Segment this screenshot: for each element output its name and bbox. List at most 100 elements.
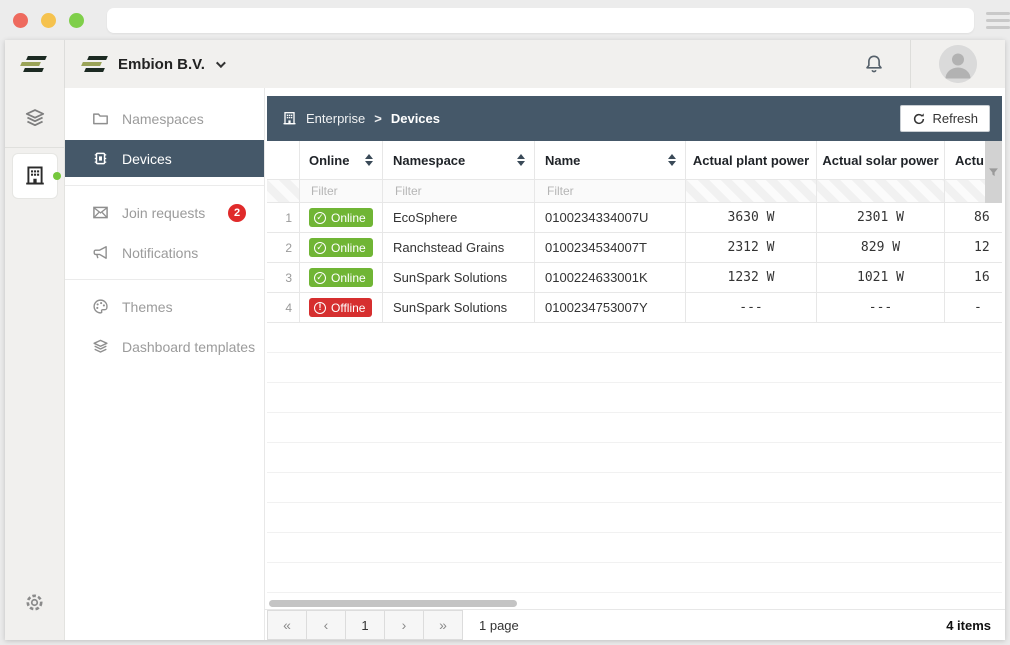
sort-icon[interactable]	[668, 154, 676, 166]
column-label: Namespace	[393, 152, 466, 168]
join-requests-count-badge: 2	[228, 203, 246, 222]
clipped-cell: -	[945, 293, 1002, 323]
scrollbar-thumb[interactable]	[269, 600, 517, 607]
column-filter-toggle[interactable]	[985, 141, 1002, 203]
sidebar-item-dashboard-templates[interactable]: Dashboard templates	[65, 328, 264, 365]
plant-power-cell: ---	[686, 293, 817, 323]
refresh-button[interactable]: Refresh	[900, 105, 990, 132]
sort-icon[interactable]	[517, 154, 525, 166]
column-label: Actual plant power	[692, 152, 810, 168]
table-row[interactable]: 2 Online Ranchstead Grains 0100234534007…	[267, 233, 1002, 263]
table-filter-row	[267, 180, 1002, 203]
namespace-filter-input[interactable]	[393, 184, 534, 198]
sidebar-item-themes[interactable]: Themes	[65, 288, 264, 325]
browser-chrome	[0, 0, 1010, 40]
breadcrumb-enterprise[interactable]: Enterprise	[306, 111, 366, 126]
clipped-cell: 86	[945, 203, 1002, 233]
status-badge: Online	[309, 238, 373, 257]
sort-icon[interactable]	[365, 154, 373, 166]
column-header-online[interactable]: Online	[300, 141, 383, 180]
name-cell: 0100224633001K	[535, 263, 686, 293]
items-count-label: 4 items	[946, 617, 991, 633]
row-number: 3	[267, 263, 300, 293]
status-cell: Online	[300, 203, 383, 233]
user-avatar[interactable]	[939, 45, 977, 83]
status-label: Online	[331, 210, 366, 225]
pagination-bar: « ‹ 1 › » 1 page 4 items	[265, 609, 1005, 640]
browser-menu-icon[interactable]	[986, 11, 1010, 29]
column-label: Online	[309, 152, 350, 168]
exclamation-circle-icon	[314, 301, 326, 314]
building-icon	[25, 166, 44, 185]
status-label: Offline	[331, 300, 366, 315]
column-header-namespace[interactable]: Namespace	[383, 141, 535, 180]
status-label: Online	[331, 270, 366, 285]
bell-icon[interactable]	[864, 54, 884, 74]
row-number: 2	[267, 233, 300, 263]
maximize-window-button[interactable]	[69, 12, 84, 28]
last-page-button[interactable]: »	[423, 610, 463, 640]
sidebar-item-notifications[interactable]: Notifications	[65, 234, 264, 271]
status-badge: Offline	[309, 298, 373, 317]
org-switcher[interactable]: Embion B.V.	[81, 56, 226, 73]
icon-rail	[5, 88, 65, 640]
app-logo-cell[interactable]	[5, 40, 65, 88]
online-filter-input[interactable]	[309, 184, 382, 198]
main-content: Enterprise > Devices Refresh Online	[265, 88, 1005, 640]
column-header-name[interactable]: Name	[535, 141, 686, 180]
sidebar-item-devices[interactable]: Devices	[65, 140, 264, 177]
page-count-label: 1 page	[479, 617, 519, 633]
column-header-solar-power: Actual solar power	[817, 141, 945, 180]
clipped-cell: 16	[945, 263, 1002, 293]
app-header: Embion B.V.	[5, 40, 1005, 88]
megaphone-icon	[92, 244, 109, 261]
refresh-label: Refresh	[932, 111, 978, 126]
layers-icon	[25, 108, 44, 126]
first-page-button[interactable]: «	[267, 610, 307, 640]
breadcrumb: Enterprise > Devices Refresh	[267, 96, 1002, 141]
table-header-row: Online Namespace Name Actual plant power	[267, 141, 1002, 180]
name-filter-input[interactable]	[545, 184, 685, 198]
sidebar-item-label: Devices	[122, 150, 172, 167]
minimize-window-button[interactable]	[41, 12, 56, 28]
prev-page-button[interactable]: ‹	[306, 610, 346, 640]
rail-item-enterprise[interactable]	[12, 154, 61, 198]
sidebar-nav: Namespaces Devices Join requests 2 Notif…	[65, 88, 265, 640]
close-window-button[interactable]	[13, 12, 28, 28]
table-row[interactable]: 4 Offline SunSpark Solutions 01002347530…	[267, 293, 1002, 323]
filter-cell-disabled	[686, 180, 817, 203]
namespace-cell: EcoSphere	[383, 203, 535, 233]
settings-button[interactable]	[24, 592, 45, 618]
empty-rows-area	[267, 323, 1002, 598]
sidebar-item-namespaces[interactable]: Namespaces	[65, 100, 264, 137]
status-cell: Online	[300, 233, 383, 263]
refresh-icon	[914, 112, 925, 124]
next-page-button[interactable]: ›	[384, 610, 424, 640]
sidebar-item-label: Namespaces	[122, 110, 204, 127]
column-label: Actu	[955, 152, 984, 168]
status-label: Online	[331, 240, 366, 255]
name-cell: 0100234534007T	[535, 233, 686, 263]
avatar-wrap	[911, 45, 1005, 83]
status-cell: Offline	[300, 293, 383, 323]
name-cell: 0100234753007Y	[535, 293, 686, 323]
rail-item-templates[interactable]	[5, 88, 64, 148]
sidebar-item-join-requests[interactable]: Join requests 2	[65, 194, 264, 231]
window-controls	[13, 12, 84, 28]
sidebar-item-label: Themes	[122, 298, 173, 315]
app-window: Embion B.V.	[5, 40, 1005, 640]
sidebar-item-label: Join requests	[122, 204, 206, 221]
solar-power-cell: 1021 W	[817, 263, 945, 293]
current-page-button[interactable]: 1	[345, 610, 385, 640]
plant-power-cell: 1232 W	[686, 263, 817, 293]
name-cell: 0100234334007U	[535, 203, 686, 233]
url-bar[interactable]	[107, 7, 974, 33]
namespace-cell: SunSpark Solutions	[383, 263, 535, 293]
chip-icon	[92, 150, 109, 167]
embion-logo-icon	[81, 56, 108, 72]
table-row[interactable]: 3 Online SunSpark Solutions 010022463300…	[267, 263, 1002, 293]
table-row[interactable]: 1 Online EcoSphere 0100234334007U 3630 W…	[267, 203, 1002, 233]
divider	[910, 40, 911, 88]
filter-cell-online	[300, 180, 383, 203]
filter-funnel-icon	[989, 167, 998, 176]
